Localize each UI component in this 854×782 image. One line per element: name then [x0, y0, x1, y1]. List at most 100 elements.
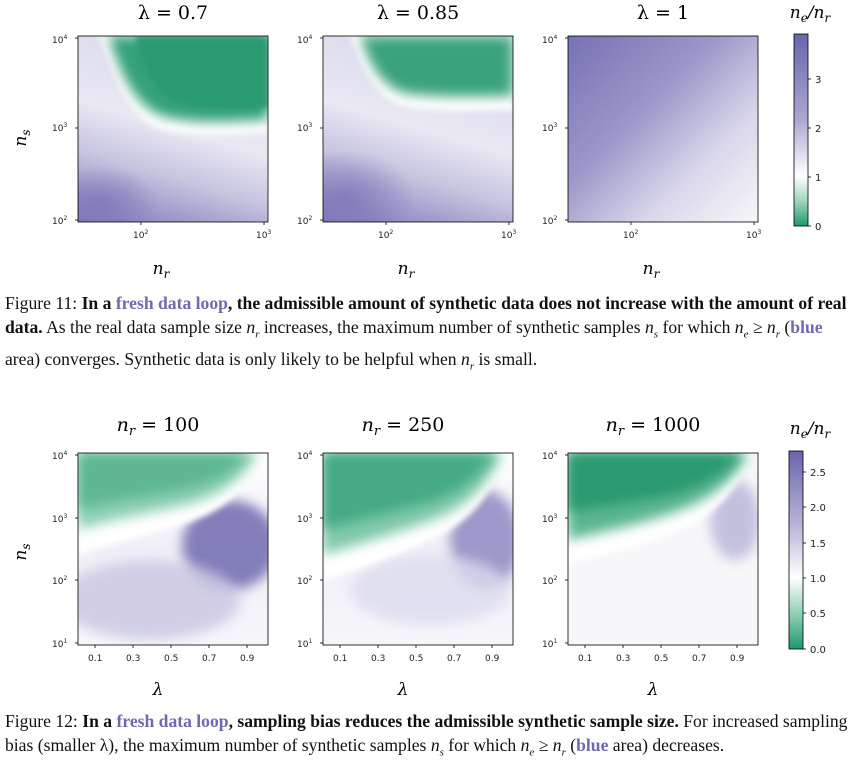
fig11-title-1: λ = 0.7: [138, 2, 208, 24]
fig11-frame-1: [77, 35, 269, 223]
xtick-10e3: 103: [256, 229, 271, 241]
fig12-caption-text-b: for which: [448, 735, 517, 755]
fig12-colorbar-label: ne/nr: [790, 419, 832, 441]
fig11-caption-blue: blue: [790, 317, 823, 337]
cb2-tick-0: 0.0: [810, 645, 826, 656]
fig11-colorbar: ne/nr 0 1 2 3: [790, 3, 832, 233]
fig12-caption-label: Figure 12:: [5, 711, 78, 731]
fig11-caption-label: Figure 11:: [5, 293, 78, 313]
ytick-10e3: 103: [52, 122, 67, 134]
fig12-caption-bold-b: , sampling bias reduces the admissible s…: [228, 711, 679, 731]
fig11-caption-highlight: fresh data loop: [115, 293, 228, 313]
fig12-frame-1: [77, 452, 269, 646]
svg-text:0.5: 0.5: [654, 654, 668, 664]
cb2-tick-1: 1.0: [810, 574, 826, 585]
cb2-tick-2: 2.0: [810, 503, 826, 514]
fig12-colorbar: ne/nr 0.0 0.5 1.0 1.5 2.0 2.5: [788, 419, 832, 656]
fig12-xlabel-1: λ: [152, 680, 164, 700]
fig11-frame-3: [567, 35, 759, 223]
fig11-caption-bold-a: In a: [81, 293, 112, 313]
svg-text:0.5: 0.5: [409, 654, 423, 664]
fig12-ylabel: ns: [11, 543, 33, 560]
fig11-caption-bold-b: , the admissible amount of synthetic dat…: [5, 293, 847, 337]
fig12-xlabel-3: λ: [647, 680, 659, 700]
xtick-10e3: 103: [501, 229, 516, 241]
fig12-caption-text-d: area) decreases.: [612, 735, 725, 755]
fig12-title-2: nr = 250: [362, 414, 445, 439]
svg-text:0.7: 0.7: [202, 654, 216, 664]
fig11-heatmap-2: [323, 36, 513, 222]
cb2-tick-15: 1.5: [810, 539, 826, 550]
ytick-10e2: 102: [542, 215, 557, 227]
fig11-title-2: λ = 0.85: [377, 2, 459, 24]
fig12-caption-text-a: For increased sampling bias (smaller λ),…: [5, 711, 848, 755]
fig12-title-3: nr = 1000: [606, 414, 701, 439]
svg-text:101: 101: [542, 638, 557, 650]
svg-text:0.1: 0.1: [333, 654, 347, 664]
fig12-caption-text-c: (: [570, 735, 577, 755]
cb2-tick-05: 0.5: [810, 609, 826, 620]
fig12-xticks: 0.1 0.3 0.5 0.7 0.9 0.1 0.3 0.5 0.7 0.9 0.1 0.3 0.…: [88, 645, 745, 664]
fig11-xlabel-2: nr: [398, 259, 416, 281]
svg-text:0.3: 0.3: [616, 654, 630, 664]
fig11-colorbar-label: ne/nr: [790, 3, 832, 25]
fig12-caption-highlight: fresh data loop: [116, 711, 229, 731]
fig11-heatmap-3: [568, 36, 758, 222]
fig11-xlabel-3: nr: [643, 259, 661, 281]
fig12-frame-2: [322, 452, 514, 646]
xtick-10e3: 103: [746, 229, 761, 241]
fig12-xlabel-2: λ: [397, 680, 409, 700]
fig12-caption-blue: blue: [576, 735, 609, 755]
svg-text:0.1: 0.1: [578, 654, 592, 664]
figure12-caption: Figure 12: In a fresh data loop, samplin…: [5, 711, 848, 759]
svg-text:102: 102: [297, 575, 312, 587]
svg-text:104: 104: [297, 450, 312, 462]
svg-text:0.3: 0.3: [126, 654, 140, 664]
svg-text:103: 103: [542, 513, 557, 525]
cb1-tick-3: 3: [815, 75, 821, 86]
svg-text:0.1: 0.1: [88, 654, 102, 664]
ytick-10e3: 103: [542, 122, 557, 134]
fig11-xlabel-1: nr: [153, 259, 171, 281]
svg-text:0.5: 0.5: [164, 654, 178, 664]
fig11-caption-text-c: for which: [662, 317, 731, 337]
svg-text:103: 103: [52, 513, 67, 525]
fig11-caption-text-b: increases, the maximum number of synthet…: [263, 317, 641, 337]
ytick-10e2: 102: [297, 215, 312, 227]
fig11-caption-text-a: As the real data sample size: [46, 317, 242, 337]
figure11-caption: Figure 11: In a fresh data loop, the adm…: [5, 293, 847, 373]
svg-text:103: 103: [297, 513, 312, 525]
xtick-10e2: 102: [378, 229, 393, 241]
fig11-frame-2: [322, 35, 514, 223]
xtick-10e2: 102: [133, 229, 148, 241]
svg-text:101: 101: [52, 638, 67, 650]
svg-text:0.9: 0.9: [485, 654, 500, 664]
fig11-caption-text-e: area) converges. Synthetic data is only …: [5, 348, 457, 369]
ytick-10e4: 104: [52, 34, 67, 46]
xtick-10e2: 102: [623, 229, 638, 241]
svg-text:101: 101: [297, 638, 312, 650]
cb1-tick-0: 0: [815, 222, 821, 233]
fig12-heatmap-3: [568, 453, 758, 645]
svg-text:102: 102: [542, 575, 557, 587]
ytick-10e4: 104: [297, 34, 312, 46]
svg-text:104: 104: [52, 450, 67, 462]
fig11-caption-text-f: is small.: [478, 348, 538, 369]
svg-text:0.9: 0.9: [240, 654, 255, 664]
svg-text:102: 102: [52, 575, 67, 587]
fig11-caption-text-d: (: [784, 317, 791, 337]
svg-text:104: 104: [542, 450, 557, 462]
ytick-10e4: 104: [542, 34, 557, 46]
cb2-tick-25: 2.5: [810, 468, 826, 479]
fig12-heatmap-2: [323, 453, 513, 645]
fig12-heatmap-1: [78, 453, 268, 645]
fig11-ylabel: ns: [11, 129, 33, 146]
ytick-10e3: 103: [297, 122, 312, 134]
fig12-frame-3: [567, 452, 759, 646]
cb1-tick-2: 2: [815, 124, 821, 135]
fig11-xticks: 102 103 102 103 102 103: [133, 222, 761, 241]
ytick-10e2: 102: [52, 215, 67, 227]
fig11-title-3: λ = 1: [637, 2, 689, 24]
svg-text:0.3: 0.3: [371, 654, 385, 664]
